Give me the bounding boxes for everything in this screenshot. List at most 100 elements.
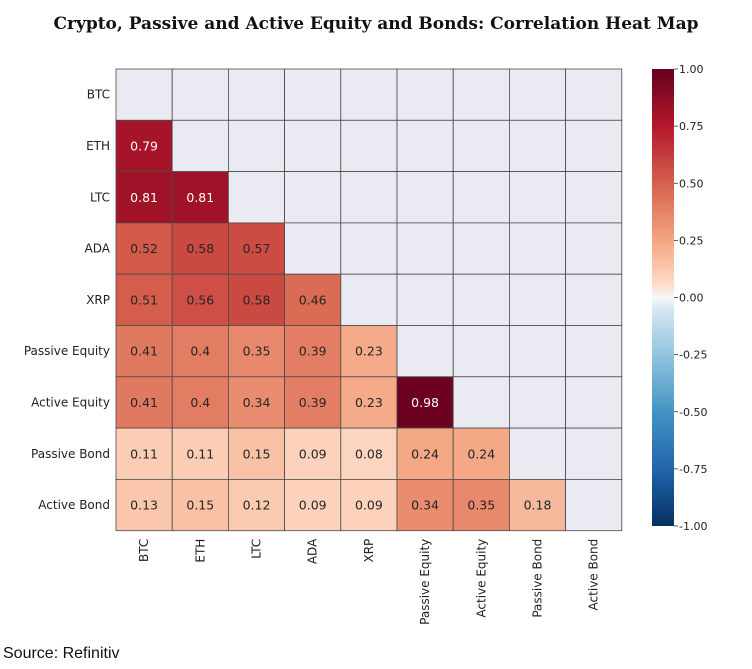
cell-value-label: 0.09 bbox=[299, 446, 327, 461]
heatmap-cell bbox=[452, 427, 510, 480]
cell-value-label: 0.35 bbox=[243, 344, 271, 359]
cell-value-label: 0.58 bbox=[186, 241, 214, 256]
heatmap-cell bbox=[396, 478, 454, 532]
colorbar-tick-label: 0.75 bbox=[679, 120, 704, 133]
cell-value-label: 0.4 bbox=[190, 395, 210, 410]
colorbar: 1.00 0.75 0.50 0.25 0.00 -0.25 -0.50 -0.75 -1.00 bbox=[652, 63, 707, 533]
colorbar-tick-label: 0.00 bbox=[679, 292, 704, 305]
cell-value-label: 0.81 bbox=[130, 190, 158, 205]
heatmap-cell bbox=[340, 325, 398, 378]
heatmap-cell bbox=[115, 325, 173, 378]
heatmap-cell-masked bbox=[565, 478, 623, 532]
heatmap-cell-masked bbox=[396, 68, 454, 121]
cell-value-label: 0.13 bbox=[130, 498, 158, 513]
heatmap-cell-masked bbox=[452, 119, 510, 173]
heatmap-cell-masked bbox=[452, 376, 510, 429]
heatmap-cell bbox=[284, 478, 342, 532]
colorbar-tick-label: 0.50 bbox=[679, 177, 704, 190]
cell-value-label: 0.15 bbox=[243, 446, 271, 461]
cell-value-label: 0.35 bbox=[467, 498, 495, 513]
heatmap-cell-masked bbox=[227, 68, 285, 121]
heatmap-cell-masked bbox=[452, 325, 510, 378]
heatmap-cell-masked bbox=[396, 119, 454, 173]
colorbar-tick-label: -1.00 bbox=[679, 520, 707, 533]
heatmap-cell bbox=[227, 427, 285, 480]
heatmap-cell-masked bbox=[396, 222, 454, 275]
cell-value-label: 0.24 bbox=[411, 446, 439, 461]
heatmap-cell bbox=[171, 273, 229, 326]
heatmap-cell bbox=[227, 325, 285, 378]
heatmap-cell bbox=[340, 478, 398, 532]
colorbar-gradient bbox=[652, 69, 674, 526]
heatmap-cell bbox=[227, 376, 285, 429]
row-tick-label: ETH bbox=[86, 139, 110, 153]
cell-value-label: 0.23 bbox=[355, 395, 383, 410]
heatmap-cell-masked bbox=[227, 171, 285, 224]
heatmap-cell-masked bbox=[565, 376, 623, 429]
heatmap-cell-masked bbox=[565, 273, 623, 326]
heatmap-cells: 0.79 0.81 0.81 0.52 0.58 0.57 0.51 0.56 0.58 0.46… bbox=[115, 68, 623, 532]
cell-value-label: 0.39 bbox=[299, 344, 327, 359]
cell-value-label: 0.18 bbox=[524, 498, 552, 513]
heatmap-cell-masked bbox=[565, 325, 623, 378]
heatmap-cell-masked bbox=[340, 273, 398, 326]
heatmap-cell bbox=[115, 273, 173, 326]
row-tick-label: Active Bond bbox=[38, 498, 110, 512]
cell-value-label: 0.57 bbox=[243, 241, 271, 256]
colorbar-tick-label: -0.75 bbox=[679, 463, 707, 476]
heatmap-cell-masked bbox=[227, 119, 285, 173]
column-tick-label: Passive Equity bbox=[418, 539, 432, 625]
heatmap-cell bbox=[508, 478, 566, 532]
heatmap-cell bbox=[171, 478, 229, 532]
row-tick-label: LTC bbox=[90, 190, 110, 204]
row-tick-label: BTC bbox=[87, 88, 110, 102]
heatmap-cell-masked bbox=[396, 325, 454, 378]
cell-value-label: 0.41 bbox=[130, 344, 158, 359]
cell-value-label: 0.23 bbox=[355, 344, 383, 359]
heatmap-cell-masked bbox=[396, 171, 454, 224]
heatmap-cell-masked bbox=[340, 222, 398, 275]
column-tick-label: Passive Bond bbox=[531, 539, 545, 618]
heatmap-cell-masked bbox=[340, 119, 398, 173]
heatmap-cell bbox=[284, 325, 342, 378]
heatmap-cell-masked bbox=[452, 273, 510, 326]
cell-value-label: 0.79 bbox=[130, 138, 158, 153]
heatmap-cell-masked bbox=[284, 222, 342, 275]
colorbar-tick-label: -0.25 bbox=[679, 349, 707, 362]
heatmap-cell-masked bbox=[452, 68, 510, 121]
heatmap-cell bbox=[171, 222, 229, 275]
column-tick-label: LTC bbox=[250, 539, 264, 559]
heatmap-cell-masked bbox=[565, 222, 623, 275]
heatmap-cell bbox=[227, 273, 285, 326]
heatmap-cell-masked bbox=[565, 68, 623, 121]
heatmap-cell-masked bbox=[115, 68, 173, 121]
cell-value-label: 0.11 bbox=[186, 446, 214, 461]
cell-value-label: 0.58 bbox=[243, 292, 271, 307]
row-tick-label: Active Equity bbox=[31, 395, 110, 409]
cell-value-label: 0.56 bbox=[186, 292, 214, 307]
cell-value-label: 0.39 bbox=[299, 395, 327, 410]
heatmap-cell-masked bbox=[284, 68, 342, 121]
column-tick-label: ETH bbox=[193, 539, 207, 563]
source-note: Source: Refinitiv bbox=[3, 645, 120, 662]
colorbar-tick-label: -0.50 bbox=[679, 406, 707, 419]
cell-value-label: 0.4 bbox=[190, 344, 210, 359]
heatmap-cell bbox=[396, 427, 454, 480]
cell-value-label: 0.11 bbox=[130, 446, 158, 461]
heatmap-cell-masked bbox=[508, 273, 566, 326]
column-tick-label: Active Bond bbox=[587, 539, 601, 611]
heatmap-cell-masked bbox=[508, 222, 566, 275]
heatmap-cell-masked bbox=[284, 171, 342, 224]
column-tick-label: ADA bbox=[306, 538, 320, 564]
heatmap-cell-masked bbox=[508, 427, 566, 480]
heatmap-cell bbox=[227, 222, 285, 275]
heatmap-cell-masked bbox=[452, 222, 510, 275]
heatmap-cell bbox=[284, 427, 342, 480]
cell-value-label: 0.52 bbox=[130, 241, 158, 256]
row-tick-label: XRP bbox=[86, 293, 110, 307]
column-tick-label: XRP bbox=[362, 539, 376, 563]
heatmap-cell bbox=[171, 325, 229, 378]
heatmap-cell-masked bbox=[452, 171, 510, 224]
cell-value-label: 0.81 bbox=[186, 190, 214, 205]
row-tick-label: ADA bbox=[85, 242, 111, 256]
